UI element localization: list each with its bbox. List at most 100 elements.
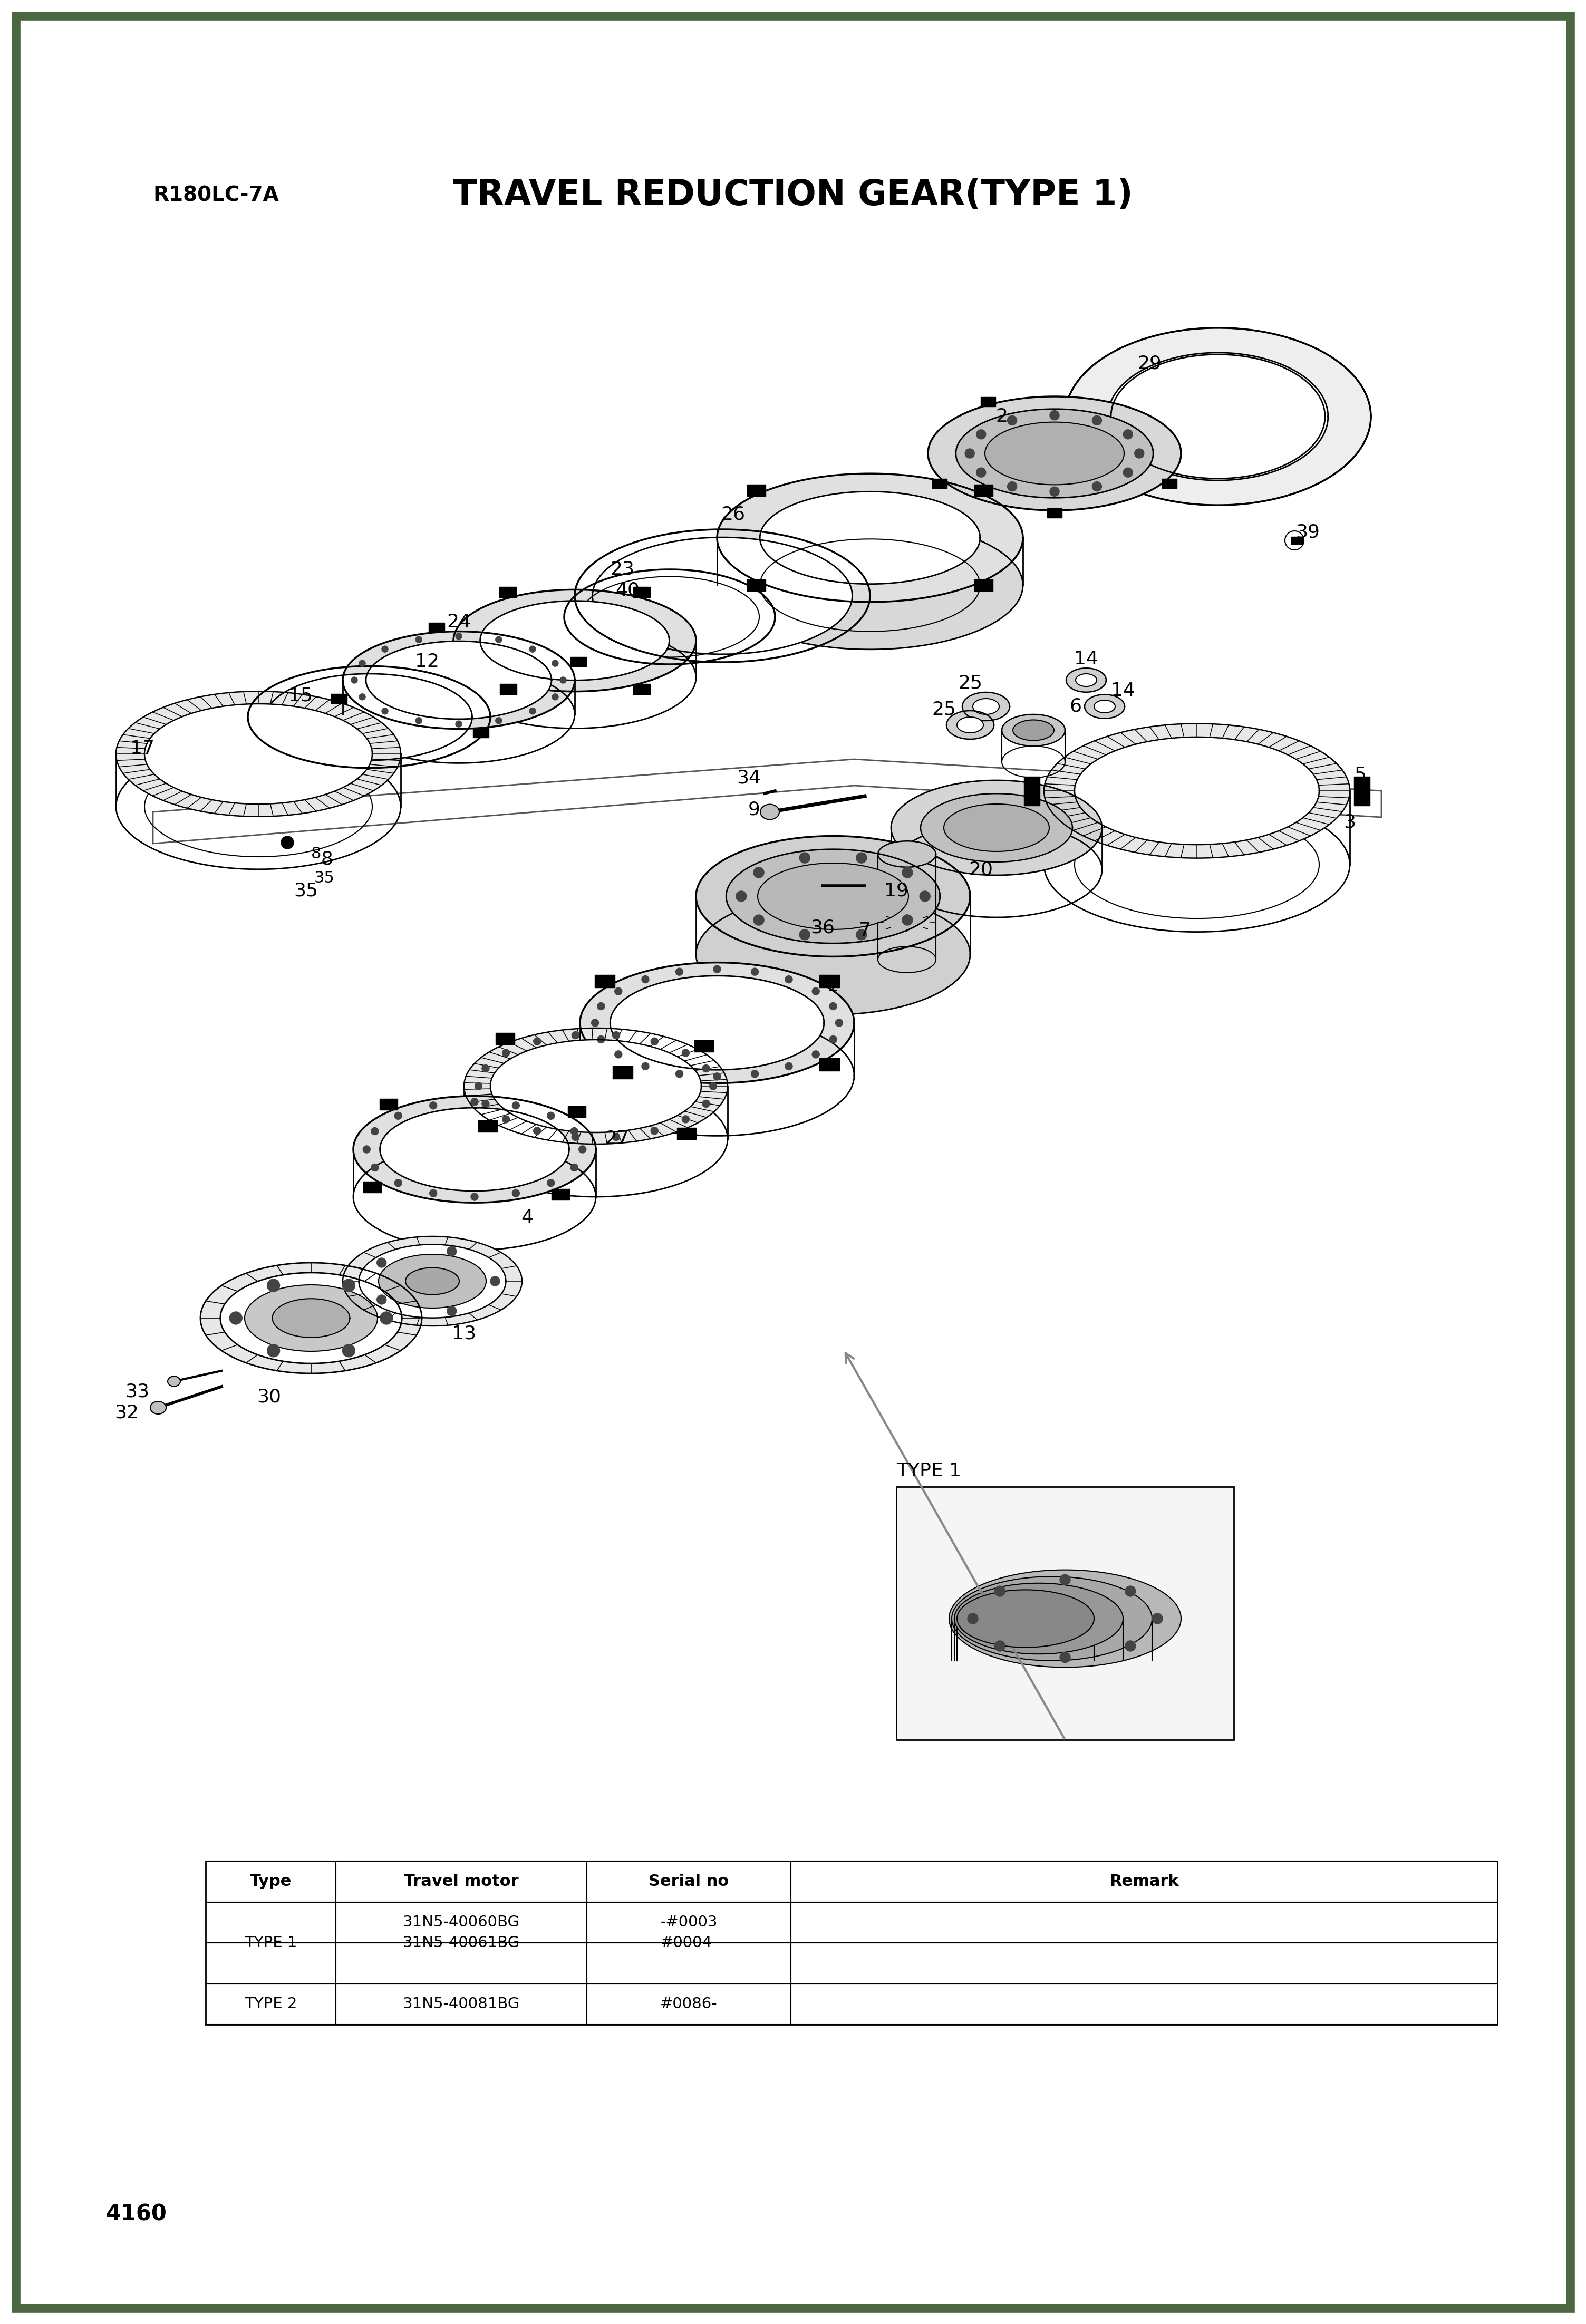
Bar: [363, 1181, 381, 1192]
Polygon shape: [696, 895, 971, 1016]
Circle shape: [381, 1311, 393, 1325]
Polygon shape: [1044, 723, 1350, 858]
Circle shape: [1093, 416, 1102, 425]
Polygon shape: [343, 1236, 522, 1327]
Text: #0004-: #0004-: [660, 1936, 717, 1950]
Circle shape: [471, 1192, 479, 1202]
Bar: [820, 1057, 839, 1071]
Polygon shape: [696, 837, 971, 957]
Text: #0086-: #0086-: [660, 1996, 717, 2013]
Text: 15: 15: [289, 688, 312, 704]
Bar: [479, 1120, 498, 1132]
Text: 24: 24: [447, 614, 471, 632]
Bar: [747, 483, 766, 495]
Bar: [500, 683, 517, 695]
Circle shape: [642, 976, 649, 983]
Text: -#0003: -#0003: [660, 1915, 717, 1929]
Circle shape: [994, 1585, 1006, 1597]
Bar: [500, 586, 517, 597]
Polygon shape: [972, 700, 999, 713]
Polygon shape: [956, 718, 983, 732]
Polygon shape: [758, 862, 909, 930]
Circle shape: [530, 709, 536, 713]
Circle shape: [1050, 411, 1059, 421]
Circle shape: [395, 1178, 401, 1188]
Polygon shape: [580, 576, 760, 658]
Bar: [820, 976, 839, 988]
Bar: [896, 1487, 1234, 1741]
Text: 31N5-40081BG: 31N5-40081BG: [403, 1996, 520, 2013]
Circle shape: [1123, 467, 1132, 476]
Circle shape: [571, 1134, 579, 1141]
Circle shape: [281, 837, 293, 848]
Circle shape: [676, 969, 684, 976]
Bar: [1354, 776, 1370, 806]
Bar: [1047, 509, 1063, 518]
Circle shape: [358, 695, 365, 700]
Polygon shape: [358, 1243, 506, 1318]
Bar: [633, 586, 650, 597]
Polygon shape: [379, 1255, 487, 1308]
Text: Travel motor: Travel motor: [404, 1873, 519, 1889]
Polygon shape: [200, 1262, 422, 1373]
Polygon shape: [944, 804, 1050, 851]
Polygon shape: [266, 674, 473, 760]
Bar: [595, 976, 615, 988]
Text: 23: 23: [611, 560, 634, 579]
Text: 20: 20: [969, 860, 993, 878]
Polygon shape: [1002, 713, 1066, 746]
Polygon shape: [244, 1285, 377, 1350]
Polygon shape: [1066, 328, 1370, 504]
Text: 40: 40: [615, 581, 639, 600]
Circle shape: [416, 718, 422, 723]
Circle shape: [371, 1127, 379, 1134]
Circle shape: [495, 718, 501, 723]
Text: 14: 14: [1074, 651, 1098, 667]
Text: 31N5-40060BG: 31N5-40060BG: [403, 1915, 520, 1929]
Polygon shape: [354, 1097, 596, 1204]
Polygon shape: [947, 711, 994, 739]
Polygon shape: [1094, 700, 1115, 713]
Polygon shape: [952, 1576, 1151, 1662]
Text: 2: 2: [996, 407, 1007, 425]
Circle shape: [1050, 486, 1059, 497]
Polygon shape: [956, 1590, 1094, 1648]
Polygon shape: [1066, 667, 1105, 693]
Circle shape: [1124, 1585, 1136, 1597]
Polygon shape: [1075, 737, 1320, 844]
Circle shape: [430, 1190, 436, 1197]
Circle shape: [753, 867, 764, 878]
Polygon shape: [717, 521, 1023, 648]
Circle shape: [829, 1037, 837, 1043]
Circle shape: [382, 646, 389, 653]
Bar: [473, 727, 488, 737]
Polygon shape: [151, 1401, 167, 1413]
Polygon shape: [381, 1109, 569, 1190]
Text: 25: 25: [931, 700, 956, 718]
Polygon shape: [948, 1569, 1182, 1666]
Text: 25: 25: [958, 674, 982, 693]
Circle shape: [358, 660, 365, 667]
Bar: [1291, 537, 1302, 544]
Circle shape: [703, 1064, 711, 1071]
Circle shape: [812, 988, 820, 995]
Polygon shape: [928, 397, 1182, 511]
Circle shape: [343, 1278, 355, 1292]
Polygon shape: [481, 602, 669, 681]
Text: TRAVEL REDUCTION GEAR(TYPE 1): TRAVEL REDUCTION GEAR(TYPE 1): [454, 177, 1132, 211]
Text: 35: 35: [293, 883, 317, 899]
Text: 12: 12: [416, 653, 439, 672]
Text: 32: 32: [114, 1404, 138, 1422]
Circle shape: [592, 1020, 600, 1027]
Bar: [428, 623, 444, 632]
Circle shape: [351, 676, 357, 683]
Circle shape: [533, 1039, 541, 1046]
Circle shape: [503, 1048, 509, 1057]
Text: 6: 6: [1069, 697, 1082, 716]
Circle shape: [377, 1294, 387, 1304]
Circle shape: [1123, 430, 1132, 439]
Circle shape: [571, 1127, 577, 1134]
Circle shape: [615, 988, 622, 995]
Circle shape: [799, 930, 810, 939]
Circle shape: [829, 1002, 837, 1011]
